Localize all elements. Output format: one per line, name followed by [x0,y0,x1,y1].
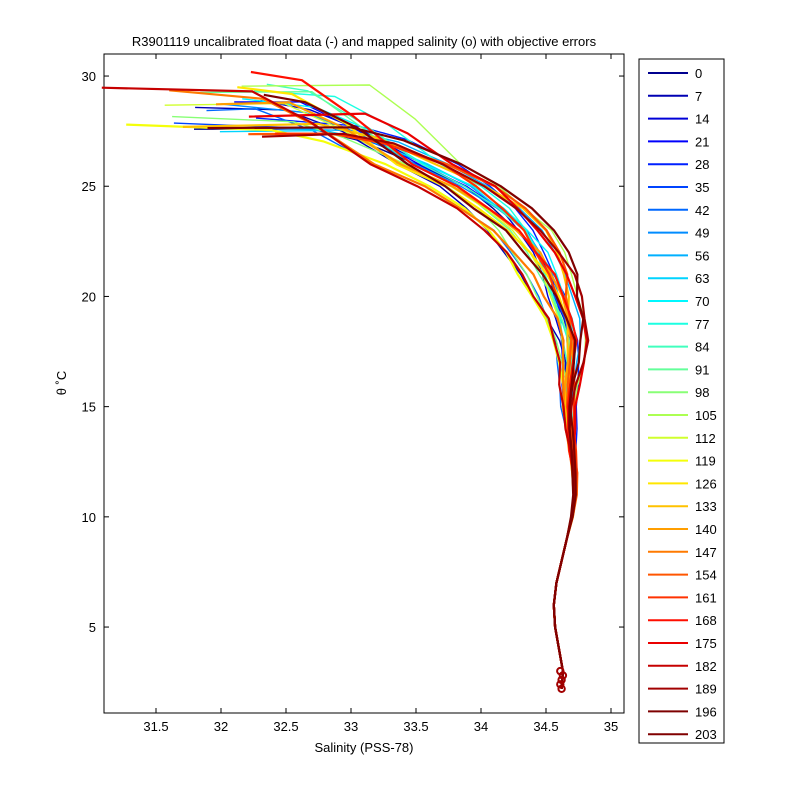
x-tick-label: 33.5 [403,719,428,734]
plot-area [103,53,625,714]
mapped-salinity-point [557,675,566,685]
x-tick-label: 34 [474,719,488,734]
legend-label: 189 [695,682,717,697]
legend-label: 56 [695,248,709,263]
legend-label: 133 [695,499,717,514]
legend-label: 84 [695,340,709,355]
legend-label: 154 [695,568,717,583]
x-tick-label: 34.5 [533,719,558,734]
legend-label: 42 [695,203,709,218]
legend-label: 119 [695,454,716,469]
legend-label: 175 [695,636,717,651]
axes: 31.5 32 32.5 33 33.5 34 34.5 35 5 10 15 20 25 30 [82,54,624,734]
legend-label: 98 [695,385,709,400]
legend-label: 161 [695,590,717,605]
mapped-salinity-point [557,684,566,693]
legend-label: 203 [695,727,717,742]
y-tick-label: 5 [89,620,96,635]
legend-label: 196 [695,704,717,719]
legend-label: 70 [695,294,709,309]
legend-label: 49 [695,226,709,241]
legend-label: 35 [695,180,709,195]
legend-label: 112 [695,431,716,446]
mapped-salinity-point [558,671,568,680]
x-tick-label: 32.5 [273,719,298,734]
x-axis-label: Salinity (PSS-78) [315,740,414,755]
legend-label: 77 [695,317,709,332]
legend-label: 105 [695,408,717,423]
legend-label: 168 [695,613,717,628]
profile-lines [101,70,590,689]
x-tick-label: 32 [214,719,228,734]
legend-label: 28 [695,157,709,172]
legend-label: 63 [695,271,709,286]
profile-line-203 [207,126,585,689]
y-tick-label: 25 [82,179,96,194]
legend: 0 7 14 21 28 35 42 49 56 63 70 77 84 91 98 105 112 119 126… [638,58,725,744]
legend-label: 126 [695,476,717,491]
legend-box [638,58,725,744]
legend-label: 0 [695,66,702,81]
y-tick-label: 20 [82,289,96,304]
legend-label: 140 [695,522,717,537]
legend-label: 7 [695,89,702,104]
x-tick-label: 35 [604,719,618,734]
y-tick-label: 10 [82,510,96,525]
legend-label: 147 [695,545,717,560]
mapped-salinity-markers [556,666,568,693]
legend-label: 21 [695,134,709,149]
y-tick-label: 15 [82,400,96,415]
legend-label: 14 [695,112,709,127]
chart-title: R3901119 uncalibrated float data (-) and… [132,34,597,49]
legend-label: 182 [695,659,717,674]
legend-label: 91 [695,362,709,377]
y-axis-label: θ ˚C [54,371,69,396]
mapped-salinity-point [556,680,565,689]
y-tick-label: 30 [82,69,96,84]
x-tick-label: 31.5 [143,719,168,734]
x-tick-label: 33 [344,719,358,734]
